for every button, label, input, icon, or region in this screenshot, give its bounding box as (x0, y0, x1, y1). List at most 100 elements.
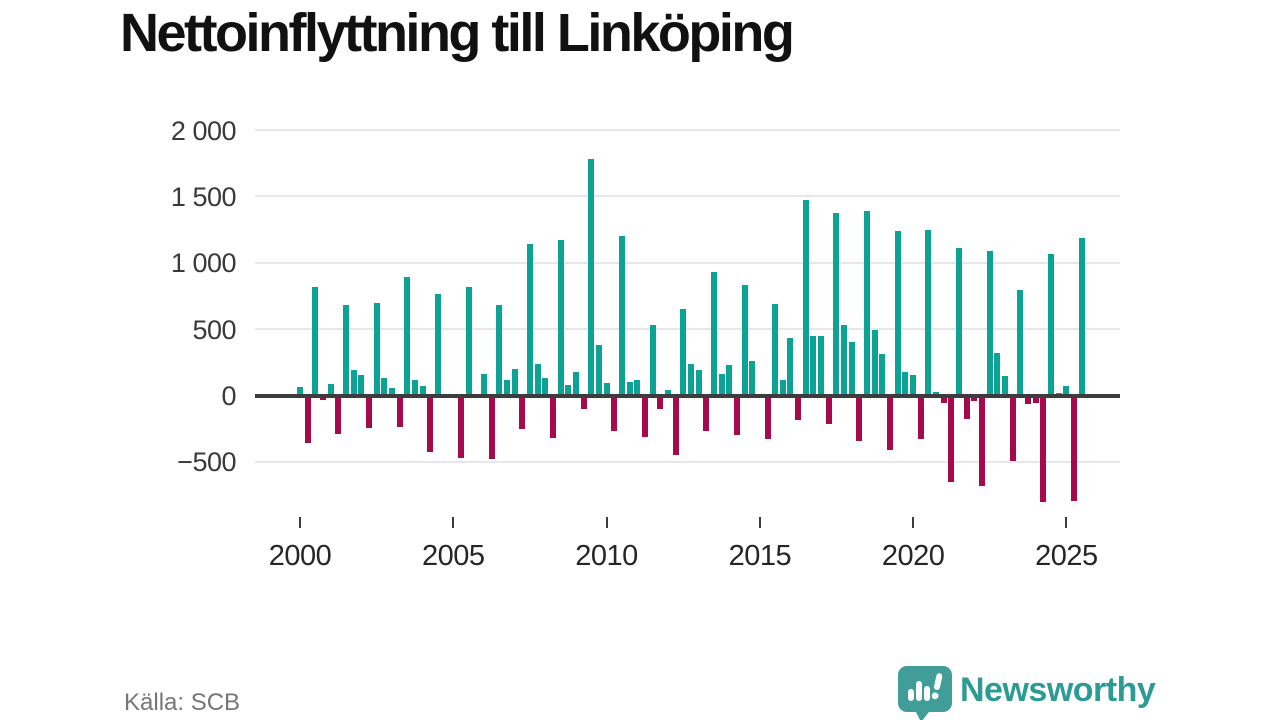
bar-2011-Q2 (641, 395, 648, 437)
bar-2016-Q4 (810, 335, 817, 396)
bar-2016-Q2 (795, 395, 802, 421)
gridline-500 (255, 328, 1120, 331)
gridline-2000 (255, 129, 1120, 132)
bar-2013-Q3 (710, 272, 717, 396)
bar-2003-Q3 (404, 276, 411, 396)
source-note: Källa: SCB (124, 689, 241, 716)
y-axis-label: 2 000 (170, 115, 237, 146)
bar-2025-Q1 (1063, 386, 1070, 396)
bar-2008-Q3 (557, 240, 564, 396)
bar-2006-Q3 (496, 304, 503, 396)
bar-2009-Q1 (572, 372, 579, 396)
bar-2023-Q2 (1009, 395, 1016, 461)
bar-2022-Q1 (971, 395, 978, 402)
bar-2005-Q2 (457, 395, 464, 458)
bar-2019-Q2 (887, 395, 894, 450)
bar-2017-Q4 (841, 325, 848, 396)
bar-2021-Q3 (956, 248, 963, 396)
bar-2018-Q1 (848, 341, 855, 396)
bar-2023-Q3 (1017, 290, 1024, 396)
bar-2009-Q3 (588, 159, 595, 396)
bar-2012-Q1 (664, 389, 671, 396)
bar-2013-Q2 (703, 395, 710, 431)
bar-2002-Q2 (365, 395, 372, 428)
bar-2004-Q1 (419, 386, 426, 396)
bar-2005-Q3 (465, 286, 472, 396)
bar-2015-Q4 (779, 379, 786, 396)
x-axis-label-2025: 2025 (1035, 540, 1098, 572)
bar-2024-Q1 (1032, 395, 1039, 404)
bar-2017-Q1 (818, 335, 825, 396)
bar-2000-Q1 (297, 386, 303, 396)
brand-name: Newsworthy (960, 671, 1156, 709)
bar-2008-Q4 (565, 384, 572, 396)
gridline-1500 (255, 195, 1120, 198)
x-tick-2005 (452, 517, 455, 528)
bar-2001-Q3 (342, 305, 349, 396)
bar-2007-Q1 (511, 368, 518, 396)
bar-2007-Q2 (519, 395, 526, 429)
y-axis-label: −500 (177, 447, 236, 478)
speech-bubble-bar-chart-icon (898, 666, 952, 720)
bar-2022-Q2 (979, 395, 986, 487)
bar-2008-Q1 (542, 377, 549, 396)
x-tick-2000 (299, 517, 301, 528)
x-axis-label-2010: 2010 (575, 540, 638, 572)
bar-2013-Q4 (718, 373, 725, 396)
zero-axis-line (255, 393, 1120, 398)
bar-2000-Q4 (319, 395, 326, 401)
bar-2002-Q3 (373, 302, 380, 396)
bar-2019-Q3 (894, 230, 901, 396)
x-axis-label-2005: 2005 (422, 540, 485, 572)
bar-2014-Q4 (749, 360, 756, 396)
bar-2003-Q4 (411, 379, 418, 396)
bar-2025-Q3 (1078, 237, 1085, 396)
bar-2010-Q4 (626, 382, 633, 396)
bar-2022-Q3 (986, 250, 993, 396)
bar-2022-Q4 (994, 353, 1001, 396)
bar-2007-Q3 (526, 243, 533, 396)
bar-2020-Q2 (917, 395, 924, 439)
bar-2010-Q3 (618, 236, 625, 396)
bar-2002-Q4 (381, 378, 388, 396)
bar-2014-Q3 (741, 284, 748, 396)
bar-2012-Q4 (687, 363, 694, 396)
bar-2015-Q2 (764, 395, 771, 440)
bar-2011-Q3 (649, 325, 656, 396)
bar-2006-Q1 (480, 373, 487, 396)
x-tick-2015 (758, 517, 761, 528)
gridline-1000 (255, 261, 1120, 264)
bar-2011-Q4 (657, 395, 664, 409)
bar-2001-Q4 (350, 370, 357, 396)
bar-2024-Q3 (1048, 253, 1055, 396)
bar-2021-Q1 (940, 395, 947, 404)
bar-2021-Q2 (948, 395, 955, 483)
bar-2023-Q4 (1025, 395, 1032, 405)
bar-2014-Q2 (733, 395, 740, 435)
chart-title: Nettoinflyttning till Linköping (120, 3, 795, 63)
bar-2025-Q2 (1071, 395, 1078, 501)
x-tick-2010 (605, 517, 608, 528)
bar-2017-Q2 (825, 395, 832, 425)
bar-2007-Q4 (534, 364, 541, 396)
bar-2004-Q3 (434, 293, 441, 396)
bar-2019-Q4 (902, 372, 909, 396)
bar-2017-Q3 (833, 213, 840, 396)
y-axis-label: 1 500 (170, 181, 237, 212)
y-axis-label: 500 (192, 314, 236, 345)
bar-2009-Q2 (580, 395, 587, 409)
x-axis-label-2015: 2015 (728, 540, 792, 572)
bar-2013-Q1 (695, 369, 702, 396)
bar-2000-Q3 (312, 286, 319, 396)
bar-2001-Q2 (335, 395, 342, 434)
gridline--500 (255, 460, 1120, 463)
bar-2008-Q2 (549, 395, 556, 438)
bar-2004-Q2 (427, 395, 434, 452)
bar-2006-Q4 (503, 380, 510, 396)
bar-2020-Q3 (925, 230, 932, 396)
x-tick-2020 (912, 517, 915, 528)
bar-2016-Q1 (787, 338, 794, 396)
bar-2010-Q1 (603, 382, 610, 396)
bar-2000-Q2 (304, 395, 311, 444)
